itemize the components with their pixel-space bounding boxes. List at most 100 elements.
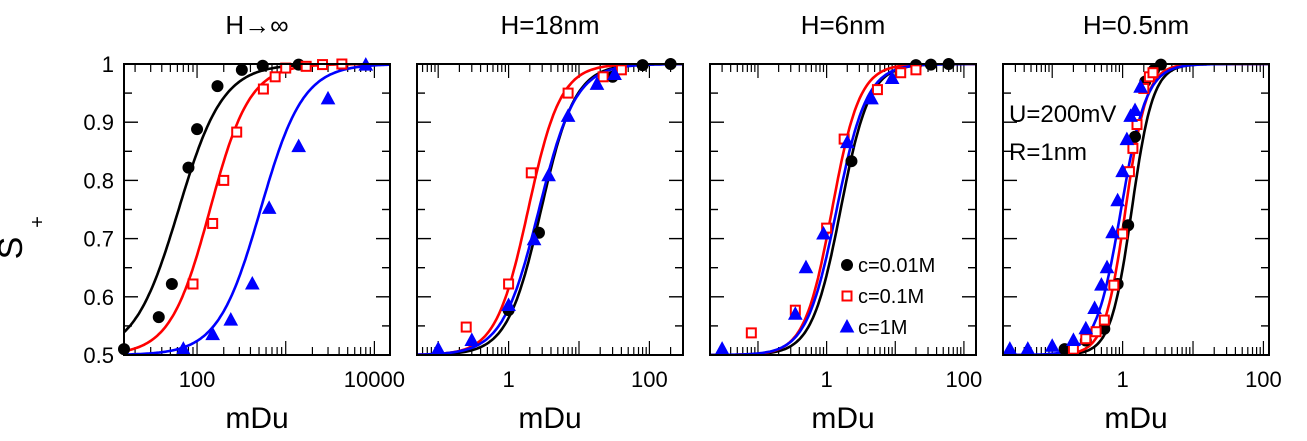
data-point-series-2: [597, 71, 609, 83]
panel-2: 1 100 H=18nm mDu c=0.01M c=0.1M c=1M: [416, 10, 935, 435]
fit-curves: [710, 64, 976, 355]
y-axis-label-subscript: +: [27, 216, 49, 228]
x-axis-label: mDu: [518, 402, 581, 435]
fit-curve-series-2: [710, 64, 976, 355]
x-tick-label: 100: [179, 367, 216, 392]
plot-frame: [123, 63, 391, 356]
panel-title: H→∞: [225, 10, 288, 40]
annotation-text: U=200mV: [1009, 101, 1116, 128]
plot-frame: [416, 63, 684, 356]
legend-marker-1: [841, 259, 853, 271]
data-point-series-2: [615, 64, 627, 76]
data-point-series-2: [187, 278, 199, 290]
data-point-series-1: [191, 123, 204, 136]
data-point-series-3: [1078, 320, 1094, 335]
data-point-series-2: [231, 126, 243, 138]
plot-frame: [709, 63, 977, 356]
data-point-series-2: [218, 174, 230, 186]
legend-label: c=1M: [858, 317, 907, 339]
data-point-series-3: [798, 259, 814, 274]
data-point-series-3: [1115, 163, 1130, 178]
y-tick-label: 1: [102, 52, 114, 77]
data-point-series-3: [839, 134, 855, 149]
fit-curve-series-2: [124, 64, 390, 353]
data-point-series-2: [257, 83, 269, 95]
data-point-series-2: [895, 67, 907, 79]
x-tick-label: 100: [946, 367, 983, 392]
x-axis-label: mDu: [811, 402, 874, 435]
data-point-series-3: [589, 76, 605, 90]
data-point-series-1: [636, 59, 649, 72]
data-point-series-2: [1127, 142, 1139, 154]
data-point-series-3: [1094, 277, 1109, 291]
data-point-series-2: [1080, 333, 1092, 345]
data-point-series-2: [871, 84, 883, 96]
y-tick-label: 0.9: [83, 110, 114, 135]
y-tick-label: 0.8: [83, 168, 114, 193]
panel-1: 0.5 0.6 0.7 0.8 0.9 1 100 10000 H→∞ mDu: [83, 10, 405, 435]
data-points: [118, 57, 374, 356]
fit-curve-series-1: [124, 64, 390, 334]
panel-3: 1 100 H=6nm mDu: [709, 10, 983, 435]
y-tick-label: 0.5: [83, 343, 114, 368]
data-points: [1002, 58, 1167, 356]
x-tick-label: 1: [1116, 367, 1128, 392]
data-point-series-3: [864, 90, 879, 105]
data-point-series-3: [816, 225, 831, 240]
legend-label: c=0.01M: [858, 255, 935, 277]
fit-curve-series-1: [710, 64, 976, 355]
x-tick-label: 100: [631, 367, 668, 392]
fit-curves: [124, 64, 390, 355]
data-point-series-1: [211, 80, 224, 93]
data-point-series-3: [1119, 131, 1135, 146]
data-point-series-2: [1098, 314, 1110, 326]
data-point-series-2: [1067, 343, 1079, 355]
y-tick-label: 0.6: [83, 285, 114, 310]
data-point-series-3: [261, 200, 277, 214]
data-point-series-2: [1147, 67, 1159, 79]
data-point-series-3: [430, 341, 446, 355]
plot-frame: [1002, 63, 1270, 356]
fit-curves: [417, 64, 683, 355]
fit-curve-series-1: [417, 64, 683, 355]
x-axis-label: mDu: [225, 402, 288, 435]
data-point-series-3: [464, 332, 480, 346]
data-point-series-3: [501, 297, 516, 312]
x-tick-label: 1: [820, 367, 832, 392]
data-point-series-2: [1090, 326, 1102, 338]
data-point-series-2: [503, 278, 515, 290]
data-point-series-1: [165, 277, 178, 290]
panel-title: H=18nm: [501, 10, 600, 40]
data-point-series-1: [845, 155, 858, 168]
data-point-series-3: [1087, 300, 1102, 314]
data-point-series-2: [910, 64, 922, 76]
data-point-series-3: [787, 306, 803, 320]
data-points: [430, 58, 677, 355]
data-point-series-1: [1122, 219, 1135, 232]
legend-marker-3: [839, 318, 855, 333]
data-point-series-2: [1131, 119, 1143, 131]
fit-curve-series-3: [710, 64, 976, 355]
data-point-series-3: [1002, 341, 1018, 355]
data-point-series-1: [152, 311, 165, 324]
data-point-series-3: [541, 167, 556, 182]
data-point-series-3: [1020, 341, 1036, 355]
data-point-series-3: [320, 90, 336, 105]
data-point-series-3: [205, 326, 221, 341]
x-tick-label: 1: [502, 367, 514, 392]
panel-title: H=6nm: [801, 10, 886, 40]
data-point-series-2: [207, 217, 219, 229]
data-point-series-2: [460, 321, 472, 333]
data-point-series-3: [1066, 332, 1081, 346]
data-point-series-2: [1117, 228, 1129, 240]
y-axis-label: S: [0, 237, 30, 260]
data-point-series-3: [223, 312, 239, 326]
annotation-text: R=1nm: [1009, 139, 1087, 166]
data-point-series-3: [560, 108, 576, 122]
data-point-series-2: [1108, 279, 1120, 291]
data-point-series-1: [182, 161, 195, 174]
panel-4: 1 100 H=0.5nm mDu U=200mV R=1nm: [1002, 10, 1282, 435]
data-point-series-1: [235, 63, 248, 76]
fit-curve-series-3: [417, 64, 683, 355]
data-point-series-1: [256, 59, 269, 72]
